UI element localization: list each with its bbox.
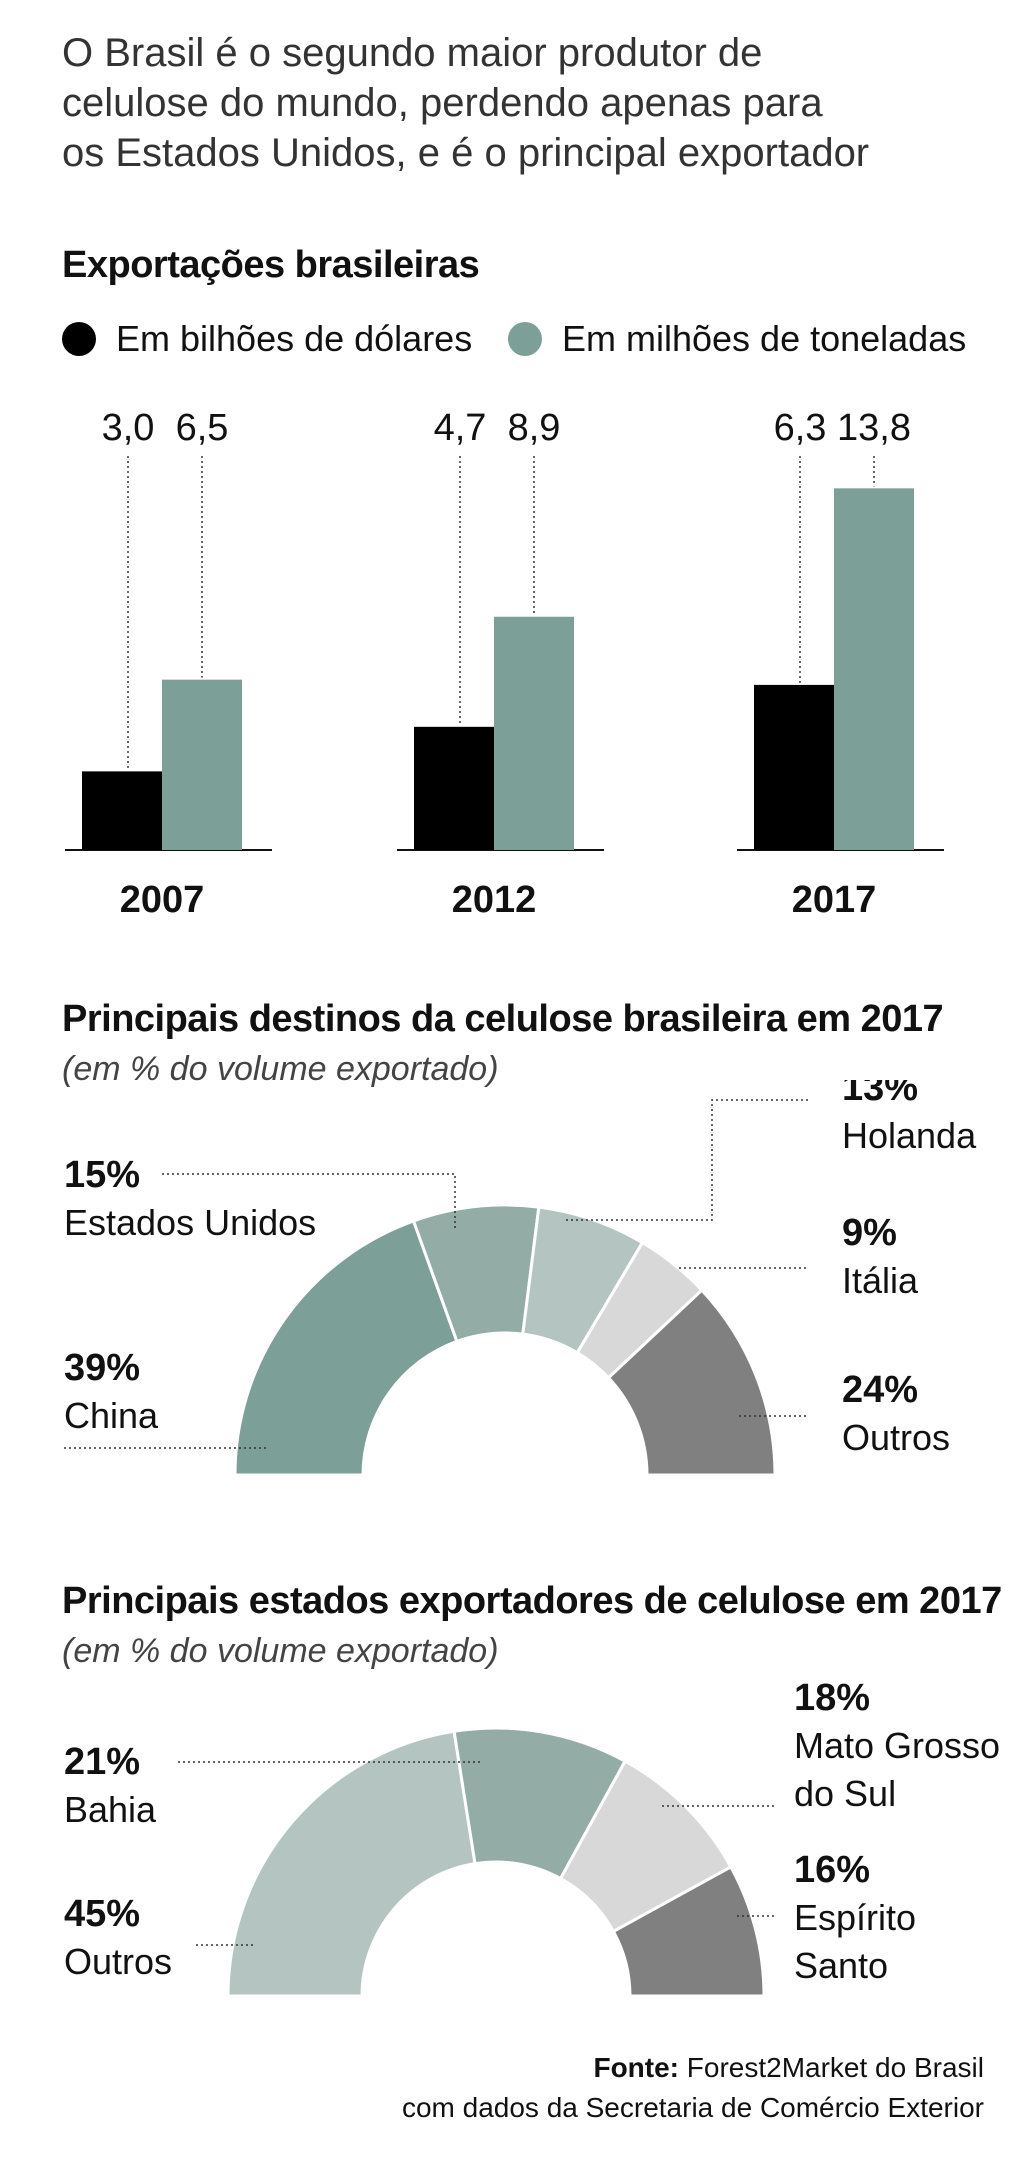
slice-espírito-santo	[611, 1864, 766, 1998]
bar-category-label: 2007	[120, 879, 205, 921]
slice-name-label: do Sul	[794, 1773, 896, 1814]
headline-line: os Estados Unidos, e é o principal expor…	[62, 131, 870, 175]
slice-name-label: China	[64, 1395, 159, 1436]
slice-name-label: Estados Unidos	[64, 1202, 316, 1243]
slice-percent-label: 13%	[842, 1080, 918, 1109]
bar-value-label: 6,5	[176, 407, 229, 449]
slice-percent-label: 21%	[64, 1741, 140, 1783]
legend-swatch-usd	[62, 322, 96, 356]
bar-chart: 3,0 6,5 2007 4,7 8,9 2012 6,3 13,8 2017	[65, 407, 944, 921]
bar-category-label: 2012	[452, 879, 537, 921]
headline: O Brasil é o segundo maior produtor de c…	[62, 28, 962, 178]
source-line2: com dados da Secretaria de Comércio Exte…	[401, 2092, 984, 2123]
slice-name-label: Outros	[64, 1941, 172, 1982]
source-note: Fonte: Forest2Market do Brasil com dados…	[402, 2048, 984, 2128]
slice-name-label: Holanda	[842, 1115, 977, 1156]
legend-label-tons: Em milhões de toneladas	[562, 318, 967, 359]
slice-outros	[226, 1729, 477, 1998]
slice-percent-label: 9%	[842, 1212, 897, 1254]
slice-percent-label: 24%	[842, 1369, 918, 1411]
bar-2017-tons	[834, 488, 914, 850]
slice-percent-label: 15%	[64, 1154, 140, 1196]
headline-line: O Brasil é o segundo maior produtor de	[62, 31, 763, 75]
legend-item-tons: Em milhões de toneladas	[508, 318, 966, 360]
slice-name-label: Mato Grosso	[794, 1725, 1000, 1766]
donut2-title: Principais estados exportadores de celul…	[62, 1580, 1002, 1622]
bar-2012-tons	[494, 616, 574, 850]
legend-swatch-tons	[508, 322, 542, 356]
bar-value-label: 8,9	[508, 407, 561, 449]
slice-china	[233, 1219, 459, 1477]
bar-2007-usd	[82, 771, 162, 850]
slice-outros	[606, 1288, 777, 1477]
leader-line	[566, 1099, 808, 1221]
slice-percent-label: 39%	[64, 1347, 140, 1389]
slice-name-label: Outros	[842, 1417, 950, 1458]
source-text: Forest2Market do Brasil	[686, 2052, 984, 2083]
bar-chart-title: Exportações brasileiras	[62, 244, 480, 286]
states-donut-chart: 45% Outros 21% Bahia 18% Mato Grosso do Sul 16%…	[64, 1677, 1000, 1998]
source-label: Fonte:	[593, 2052, 679, 2083]
slice-percent-label: 16%	[794, 1849, 870, 1891]
slice-percent-label: 45%	[64, 1893, 140, 1935]
bar-category-label: 2017	[792, 879, 877, 921]
slice-name-label: Itália	[842, 1260, 919, 1301]
slice-percent-label: 18%	[794, 1677, 870, 1719]
bar-2007-tons	[162, 679, 242, 850]
headline-line: celulose do mundo, perdendo apenas para	[62, 81, 823, 125]
bar-value-label: 6,3	[774, 407, 827, 449]
bar-value-label: 4,7	[434, 407, 487, 449]
slice-name-label: Bahia	[64, 1789, 157, 1830]
donut2-subtitle: (em % do volume exportado)	[62, 1632, 499, 1670]
legend-label-usd: Em bilhões de dólares	[116, 318, 473, 359]
bar-2017-usd	[754, 684, 834, 850]
slice-name-label: Santo	[794, 1945, 888, 1986]
bar-2012-usd	[414, 726, 494, 850]
destinations-donut-chart: 39% China 15% Estados Unidos 13% Holanda 9% Itá…	[64, 1080, 977, 1477]
bar-value-label: 13,8	[837, 407, 911, 449]
donut1-title: Principais destinos da celulose brasilei…	[62, 998, 944, 1040]
donut1-subtitle: (em % do volume exportado)	[62, 1050, 499, 1088]
legend-item-usd: Em bilhões de dólares	[62, 318, 472, 360]
bar-value-label: 3,0	[102, 407, 155, 449]
slice-name-label: Espírito	[794, 1897, 916, 1938]
